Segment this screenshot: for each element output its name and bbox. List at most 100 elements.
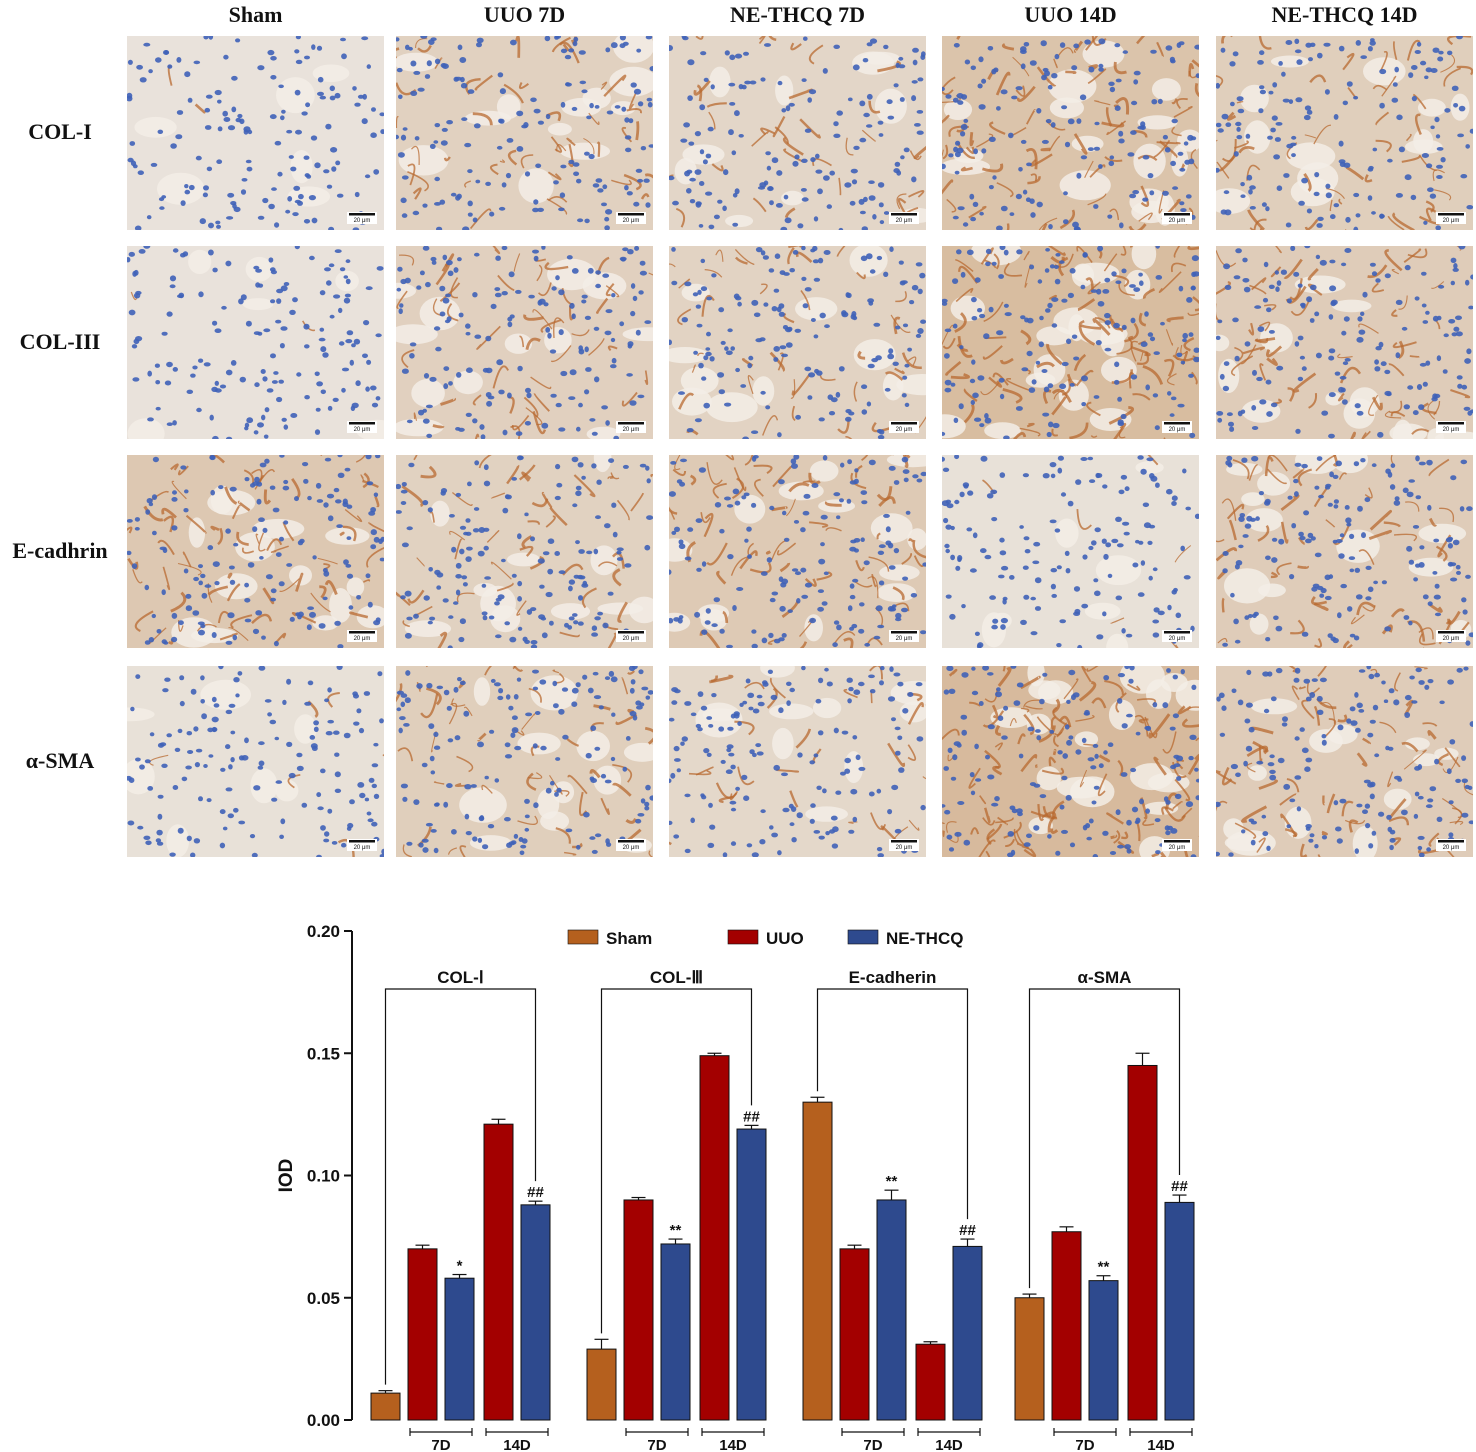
bar xyxy=(1014,1297,1045,1421)
time-label: 14D xyxy=(1147,1437,1175,1452)
legend-entry: Sham xyxy=(606,929,652,948)
scale-bar-label: 20 μm xyxy=(1443,427,1460,433)
bar xyxy=(660,1243,691,1421)
group-label: COL-Ⅲ xyxy=(650,968,703,987)
significance-mark: ** xyxy=(1098,1259,1110,1276)
scale-bar-label: 20 μm xyxy=(354,636,371,642)
micrograph-panel: 20 μm xyxy=(942,666,1199,857)
bar xyxy=(483,1123,514,1421)
y-tick-label: 0.00 xyxy=(307,1411,340,1430)
bar xyxy=(586,1348,617,1421)
column-header: Sham xyxy=(228,2,283,27)
significance-mark: ** xyxy=(670,1222,682,1239)
micrograph-panel: 20 μm xyxy=(669,246,926,439)
y-tick-label: 0.20 xyxy=(307,922,340,941)
bar xyxy=(407,1248,438,1421)
scale-bar-label: 20 μm xyxy=(354,845,371,851)
time-label: 7D xyxy=(431,1437,450,1452)
bar xyxy=(370,1392,401,1421)
micrograph-panel: 20 μm xyxy=(396,36,653,230)
micrograph-panel: 20 μm xyxy=(1216,666,1473,857)
iod-bar-chart: 0.00 0.05 0.10 0.15 0.20 IOD Sham UUO NE-THCQ * ##… xyxy=(276,922,1195,1452)
micrograph-panel: 20 μm xyxy=(942,455,1199,648)
bar xyxy=(839,1248,870,1421)
micrograph-panel: 20 μm xyxy=(396,666,653,857)
scale-bar-label: 20 μm xyxy=(896,636,913,642)
bar xyxy=(1051,1231,1082,1421)
legend-swatch xyxy=(727,929,759,945)
bar xyxy=(876,1199,907,1421)
column-header: UUO 7D xyxy=(483,2,566,27)
scale-bar-label: 20 μm xyxy=(623,845,640,851)
significance-mark: ## xyxy=(959,1222,976,1239)
scale-bar-label: 20 μm xyxy=(354,427,371,433)
legend-swatch xyxy=(847,929,879,945)
scale-bar-label: 20 μm xyxy=(354,218,371,224)
legend-swatch xyxy=(567,929,599,945)
row-label: COL-III xyxy=(19,328,101,354)
scale-bar-label: 20 μm xyxy=(1443,845,1460,851)
scale-bar-label: 20 μm xyxy=(1169,218,1186,224)
micrograph-panel: 20 μm xyxy=(127,666,384,857)
micrograph-panel: 20 μm xyxy=(396,246,653,439)
column-header: NE-THCQ 7D xyxy=(729,2,866,27)
bar xyxy=(736,1128,767,1421)
scale-bar-label: 20 μm xyxy=(1169,636,1186,642)
bar xyxy=(1088,1280,1119,1421)
row-label: E-cadhrin xyxy=(12,537,108,563)
micrograph-panel: 20 μm xyxy=(942,246,1199,439)
bar xyxy=(699,1055,730,1421)
comparison-bracket xyxy=(384,988,537,1385)
micrograph-panel: 20 μm xyxy=(396,455,653,648)
significance-mark: ## xyxy=(1171,1178,1188,1195)
time-label: 7D xyxy=(647,1437,666,1452)
row-label: α-SMA xyxy=(25,747,95,773)
column-header: UUO 14D xyxy=(1024,2,1117,27)
micrograph-panel: 20 μm xyxy=(942,36,1199,230)
bar xyxy=(623,1199,654,1421)
bar xyxy=(1164,1201,1195,1421)
time-label: 14D xyxy=(719,1437,747,1452)
micrograph-panel: 20 μm xyxy=(127,246,384,439)
micrograph-panel: 20 μm xyxy=(1216,36,1473,230)
scale-bar-label: 20 μm xyxy=(1443,218,1460,224)
time-label: 14D xyxy=(935,1437,963,1452)
micrograph-panel: 20 μm xyxy=(669,455,926,648)
row-label: COL-I xyxy=(28,119,92,144)
y-tick-label: 0.15 xyxy=(307,1044,340,1063)
micrograph-panel: 20 μm xyxy=(669,36,926,230)
bar xyxy=(1127,1064,1158,1421)
y-tick-label: 0.05 xyxy=(307,1289,340,1308)
y-tick-label: 0.10 xyxy=(307,1167,340,1186)
bar xyxy=(915,1343,946,1421)
significance-mark: ** xyxy=(886,1173,898,1190)
micrograph-panel: 20 μm xyxy=(127,455,384,648)
time-label: 7D xyxy=(863,1437,882,1452)
comparison-bracket xyxy=(816,988,969,1220)
significance-mark: ## xyxy=(527,1184,544,1201)
bar xyxy=(802,1101,833,1421)
scale-bar-label: 20 μm xyxy=(1169,427,1186,433)
group-label: E-cadherin xyxy=(849,968,937,987)
scale-bar-label: 20 μm xyxy=(623,427,640,433)
scale-bar-label: 20 μm xyxy=(896,218,913,224)
scale-bar-label: 20 μm xyxy=(1443,636,1460,642)
scale-bar-label: 20 μm xyxy=(623,636,640,642)
micrograph-panel: 20 μm xyxy=(127,36,384,230)
column-header: NE-THCQ 14D xyxy=(1271,2,1418,27)
comparison-bracket xyxy=(1028,988,1181,1289)
scale-bar-label: 20 μm xyxy=(896,845,913,851)
comparison-bracket xyxy=(600,988,753,1334)
bar xyxy=(444,1277,475,1421)
group-label: α-SMA xyxy=(1078,968,1132,987)
micrograph-panel: 20 μm xyxy=(669,666,926,857)
bar xyxy=(520,1204,551,1421)
scale-bar-label: 20 μm xyxy=(1169,845,1186,851)
y-axis-label: IOD xyxy=(276,1159,297,1193)
scale-bar-label: 20 μm xyxy=(623,218,640,224)
significance-mark: * xyxy=(457,1258,463,1275)
time-label: 14D xyxy=(503,1437,531,1452)
legend-entry: NE-THCQ xyxy=(886,929,963,948)
scale-bar-label: 20 μm xyxy=(896,427,913,433)
